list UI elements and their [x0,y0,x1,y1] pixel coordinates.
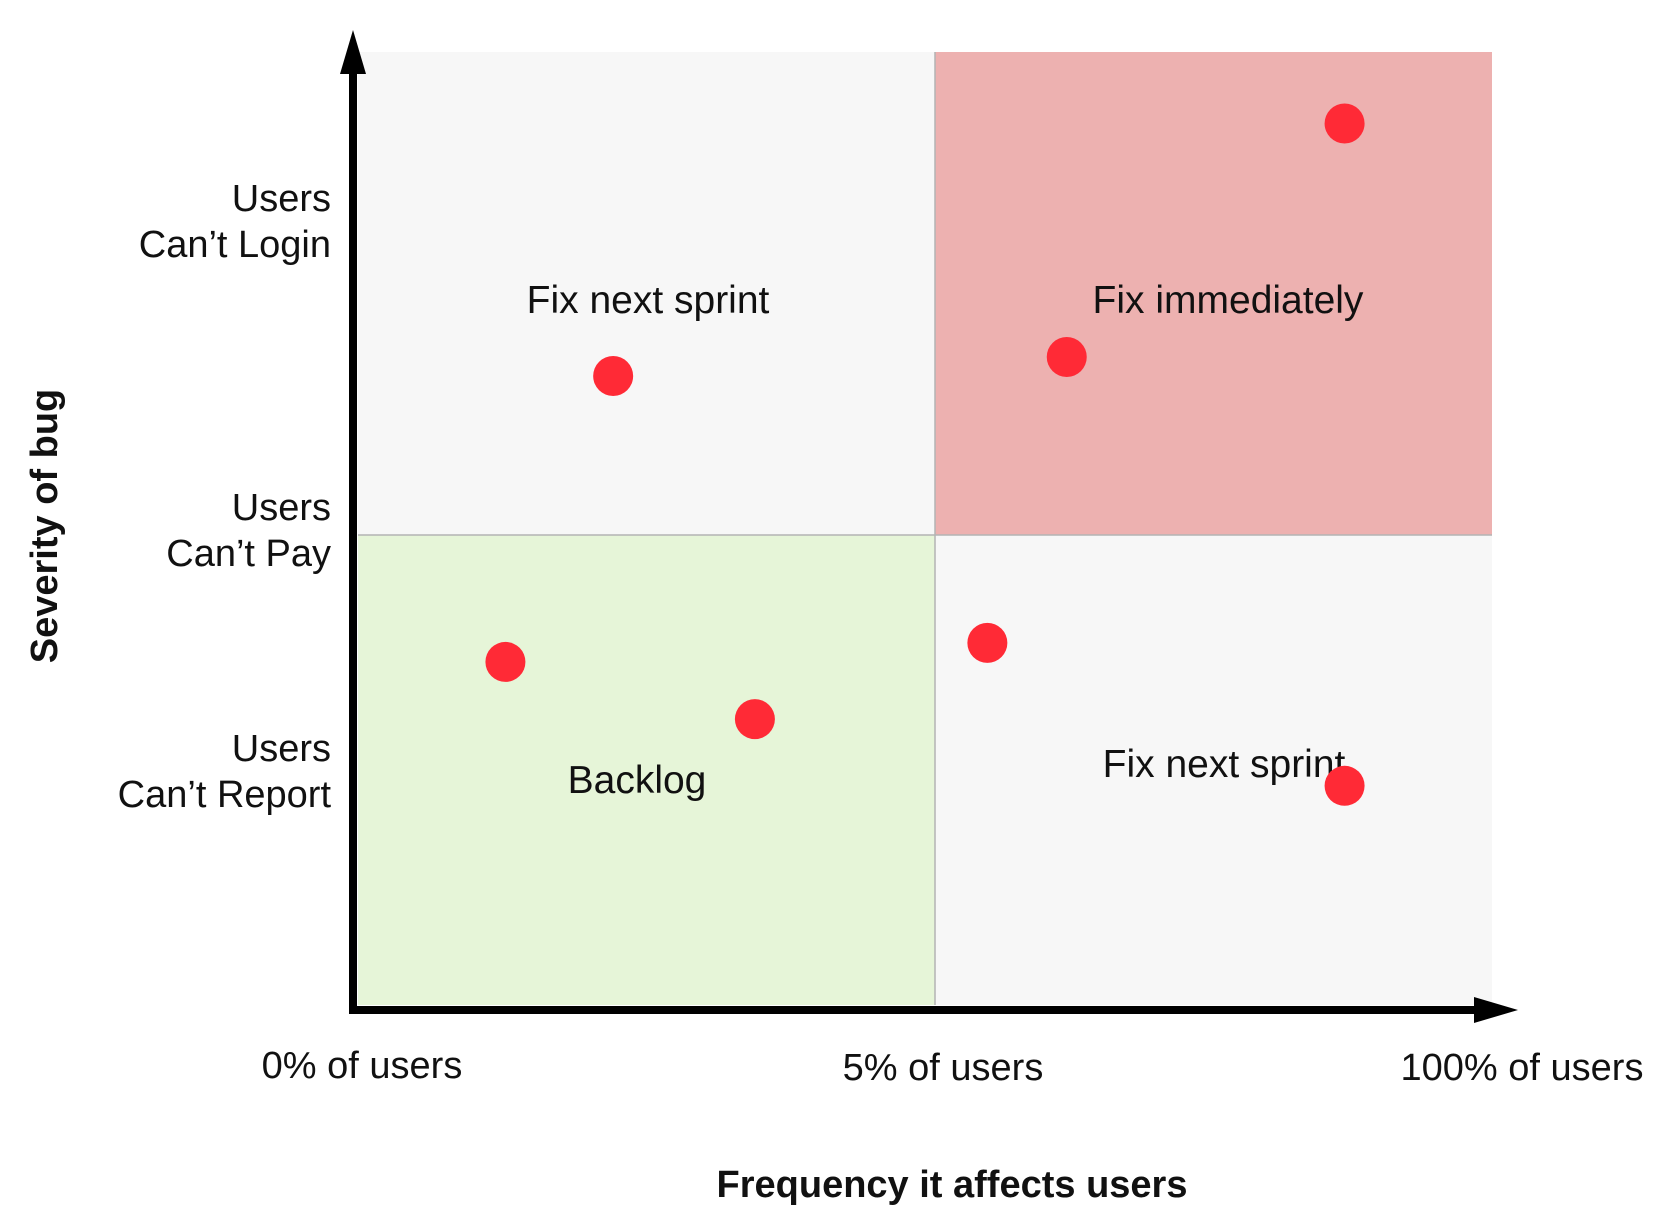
data-point [1046,336,1087,377]
quadrant-backgrounds [358,52,1492,1005]
y-tick-label-line2: Can’t Report [118,774,332,816]
quadrant-bottom-right [935,535,1492,1005]
x-tick-label: 5% of users [843,1047,1044,1089]
quadrant-bottom-left [358,535,935,1005]
x-axis-title: Frequency it affects users [717,1164,1188,1206]
tick-labels: 0% of users 5% of users 100% of users Users… [118,178,1644,1089]
y-tick-label-line2: Can’t Pay [166,533,331,575]
axes [340,30,1518,1023]
x-tick-label: 0% of users [262,1045,463,1087]
quadrant-dividers [358,52,1492,1005]
quadrant-label-top-right: Fix immediately [1093,279,1364,322]
data-points [485,103,1365,806]
data-point [1324,103,1365,144]
x-tick-label: 100% of users [1401,1047,1644,1089]
y-axis-title: Severity of bug [24,389,66,664]
y-axis-arrow-icon [340,30,366,74]
y-tick-label-line1: Users [232,487,331,529]
quadrant-label-top-left: Fix next sprint [527,279,770,322]
data-point [967,622,1008,663]
quadrant-labels: Fix next sprint Fix immediately Backlog Fix… [527,279,1364,802]
quadrant-top-left [358,52,935,535]
quadrant-label-bottom-right: Fix next sprint [1103,743,1346,786]
quadrant-label-bottom-left: Backlog [568,759,707,802]
y-tick-label-line2: Can’t Login [139,224,331,266]
data-point [734,699,775,740]
y-tick-label-line1: Users [232,728,331,770]
data-point [1324,765,1365,806]
x-axis-arrow-icon [1474,997,1518,1023]
quadrant-top-right [935,52,1492,535]
data-point [593,356,634,397]
y-tick-label-line1: Users [232,178,331,220]
data-point [485,641,526,682]
axis-titles: Frequency it affects users Severity of bu… [24,389,1187,1206]
